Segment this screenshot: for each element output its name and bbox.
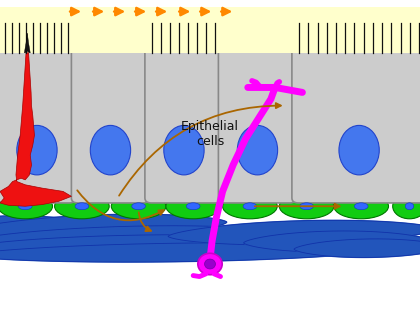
Ellipse shape (339, 125, 379, 175)
Polygon shape (0, 53, 71, 206)
Ellipse shape (164, 125, 204, 175)
Ellipse shape (223, 194, 277, 219)
Ellipse shape (0, 194, 52, 219)
Ellipse shape (186, 203, 200, 210)
Ellipse shape (300, 203, 313, 210)
FancyBboxPatch shape (71, 48, 149, 203)
Polygon shape (0, 226, 286, 249)
Ellipse shape (334, 194, 389, 219)
Polygon shape (244, 231, 420, 252)
Ellipse shape (132, 203, 145, 210)
Polygon shape (0, 226, 101, 250)
Polygon shape (0, 235, 88, 256)
Ellipse shape (205, 259, 215, 269)
Ellipse shape (18, 203, 32, 210)
Polygon shape (294, 239, 420, 257)
Ellipse shape (279, 194, 334, 219)
Polygon shape (0, 216, 118, 243)
FancyBboxPatch shape (292, 48, 420, 203)
Text: Epithelial
cells: Epithelial cells (181, 120, 239, 148)
Ellipse shape (111, 194, 166, 219)
Bar (0, 7, 420, 53)
Ellipse shape (393, 194, 420, 219)
Ellipse shape (243, 203, 257, 210)
Ellipse shape (75, 203, 89, 210)
Ellipse shape (55, 194, 109, 219)
Polygon shape (0, 243, 386, 262)
FancyBboxPatch shape (0, 48, 76, 203)
Polygon shape (24, 33, 30, 53)
Ellipse shape (405, 203, 414, 210)
Ellipse shape (166, 194, 220, 219)
Polygon shape (0, 235, 323, 255)
Ellipse shape (90, 125, 131, 175)
Polygon shape (0, 214, 227, 241)
FancyBboxPatch shape (218, 48, 296, 203)
Ellipse shape (354, 203, 368, 210)
Polygon shape (168, 220, 420, 245)
Ellipse shape (17, 125, 57, 175)
FancyBboxPatch shape (145, 48, 223, 203)
Ellipse shape (198, 253, 222, 275)
Ellipse shape (237, 125, 278, 175)
